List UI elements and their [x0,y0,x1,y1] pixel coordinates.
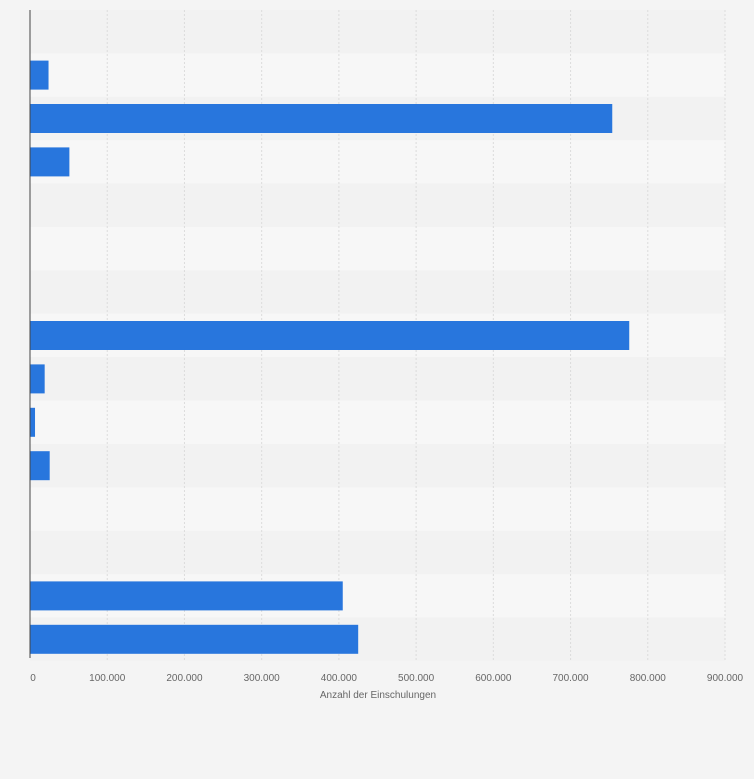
x-tick-label: 900.000 [707,673,744,684]
row-band [30,357,725,401]
x-tick-label: 100.000 [89,673,126,684]
row-band [30,183,725,227]
row-band [30,400,725,444]
bar [30,104,613,133]
x-tick-label: 0 [30,673,36,684]
x-tick-label: 400.000 [321,673,358,684]
x-tick-labels: 0 100.000 200.000 300.000 400.000 500.000 600.… [30,673,743,684]
row-band [30,140,725,184]
x-tick-label: 500.000 [398,673,435,684]
bar [30,451,50,481]
row-band [30,487,725,531]
row-band [30,444,725,488]
row-band [30,270,725,314]
row-band [30,530,725,575]
x-tick-label: 200.000 [166,673,203,684]
bar [30,321,630,350]
bar [30,147,70,177]
bar [30,364,45,394]
x-tick-label: 300.000 [244,673,281,684]
bar [30,407,36,437]
x-tick-label: 600.000 [475,673,512,684]
bar [30,60,49,90]
x-axis-title: Anzahl der Einschulungen [320,690,436,701]
bar [30,624,359,654]
bar [30,581,343,611]
x-tick-label: 800.000 [630,673,667,684]
x-tick-label: 700.000 [552,673,589,684]
bars [30,60,630,654]
row-band [30,10,725,54]
row-band [30,227,725,271]
row-band [30,53,725,97]
